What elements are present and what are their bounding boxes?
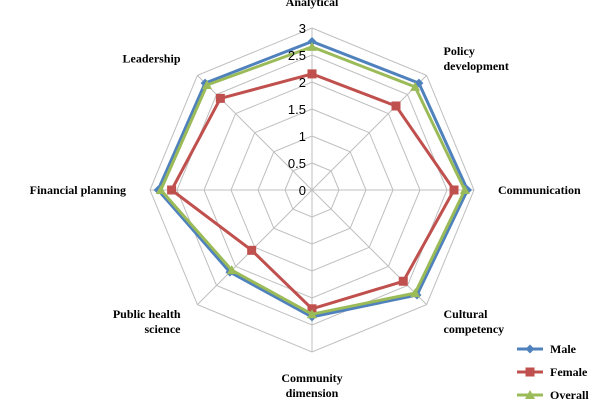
- series-point: [525, 390, 535, 399]
- grid-spoke: [311, 189, 427, 305]
- legend: Male Female Overall: [517, 342, 589, 402]
- category-label: Analytical: [286, 0, 339, 9]
- category-label: Policy development: [444, 44, 509, 73]
- series-point: [398, 276, 408, 286]
- series-point: [307, 309, 317, 319]
- series-point: [410, 81, 421, 91]
- series-point: [449, 185, 459, 195]
- series-point: [226, 265, 237, 275]
- series-point: [410, 288, 421, 298]
- category-label: Financial planning: [30, 183, 126, 197]
- grid-spoke: [197, 75, 313, 191]
- series-overall: [155, 41, 470, 319]
- category-label: Community dimension: [281, 371, 342, 400]
- series-point: [307, 304, 317, 314]
- series-point: [307, 37, 317, 46]
- series-point: [307, 69, 317, 79]
- legend-item-female: Female: [517, 365, 588, 379]
- tick-label: 1: [299, 129, 306, 144]
- legend-label: Male: [550, 342, 577, 356]
- tick-label: 3: [299, 21, 306, 36]
- series-point: [391, 101, 401, 111]
- category-label: Communication: [498, 183, 581, 197]
- legend-item-male: Male: [517, 342, 577, 356]
- category-label: Public health science: [113, 307, 181, 336]
- legend-item-overall: Overall: [517, 388, 589, 402]
- category-label: Cultural competency: [444, 307, 505, 336]
- category-label-layer: Analytical Policy development Communication…: [30, 0, 581, 400]
- series-point: [155, 185, 166, 194]
- legend-label: Overall: [550, 388, 589, 402]
- series-point: [525, 344, 535, 354]
- tick-label: 2: [299, 75, 306, 90]
- series-point: [459, 185, 470, 194]
- series-layer: [153, 37, 473, 322]
- series-point: [201, 79, 212, 89]
- series-point: [215, 93, 225, 103]
- category-label: Leadership: [122, 52, 180, 66]
- grid-spoke: [311, 75, 427, 191]
- legend-label: Female: [550, 365, 588, 379]
- series-point: [167, 185, 177, 195]
- tick-label: 0: [299, 183, 306, 198]
- series-point: [307, 41, 317, 51]
- tick-label: 2.5: [288, 48, 306, 63]
- series-female: [167, 69, 459, 314]
- tick-label: 1.5: [288, 102, 306, 117]
- series-point: [525, 367, 535, 377]
- tick-label: 0.5: [288, 156, 306, 171]
- tick-layer: 0 0.5 1 1.5 2 2.5 3: [288, 21, 306, 198]
- series-point: [247, 245, 257, 255]
